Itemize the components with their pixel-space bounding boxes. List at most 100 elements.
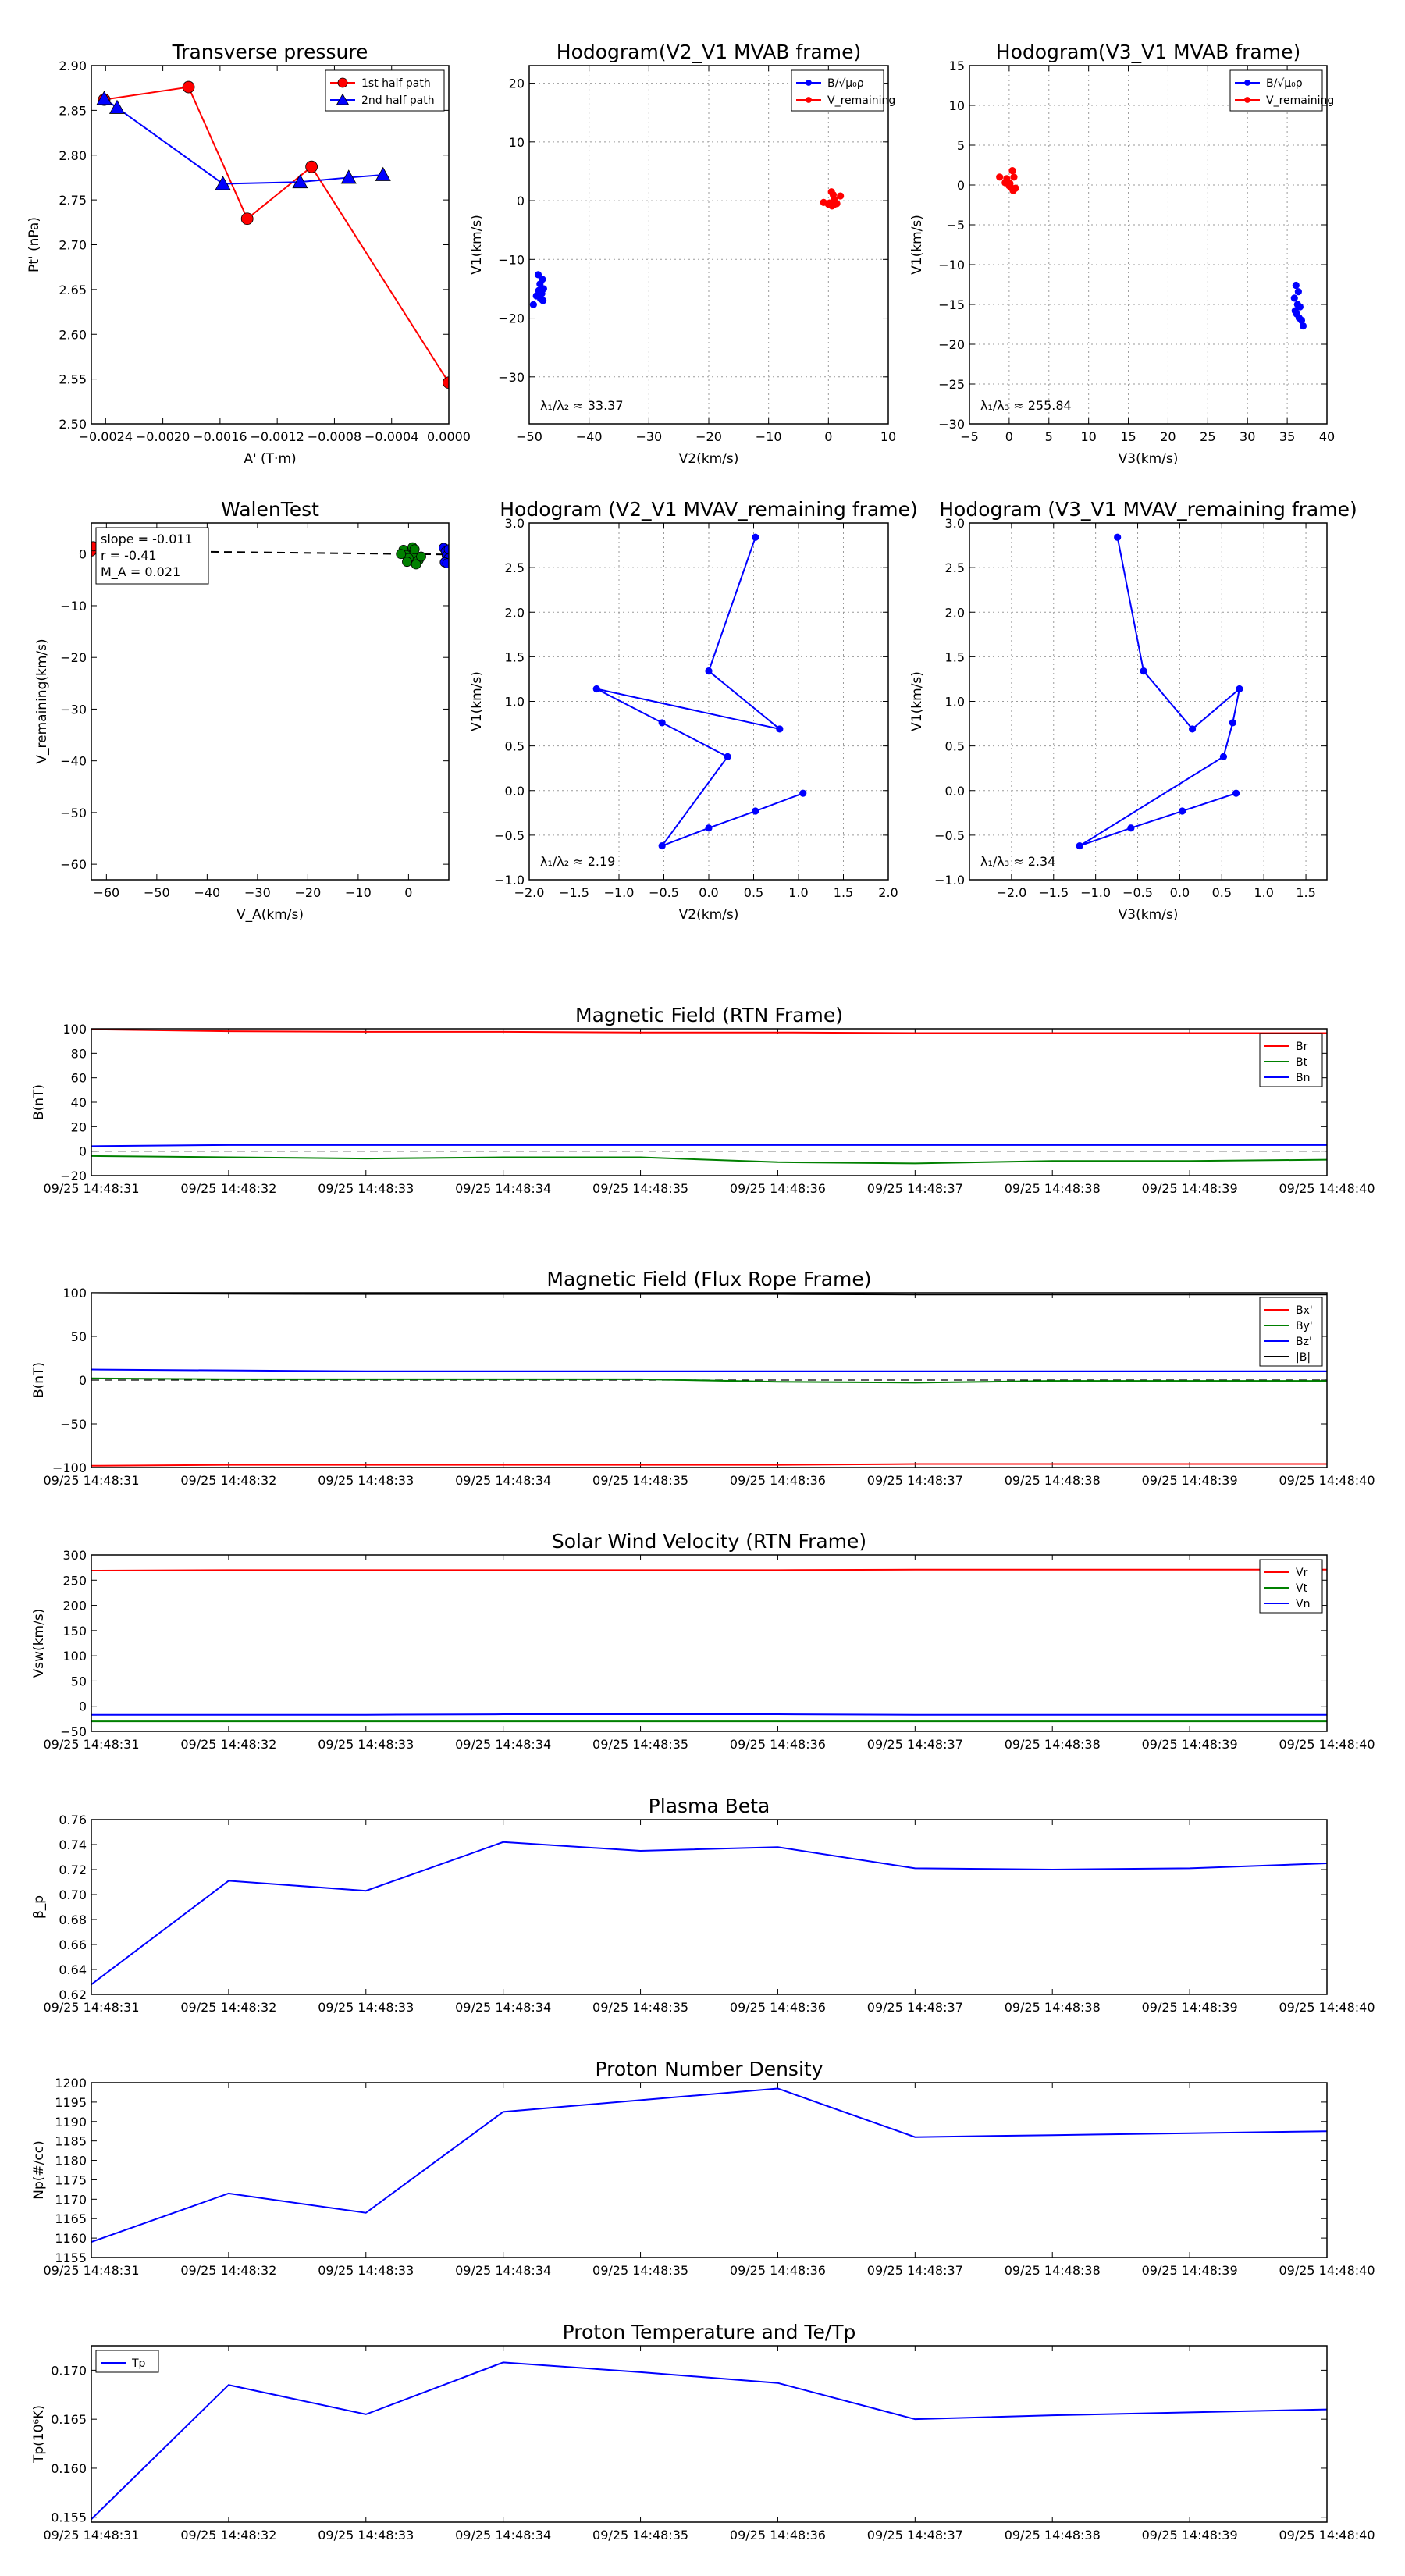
y-tick-label: 300 — [62, 1548, 87, 1563]
plot-frame — [91, 1819, 1328, 1995]
legend-label: V_remaining — [1266, 94, 1334, 107]
x-tick-label: 0 — [404, 885, 412, 900]
y-tick-label: 2.60 — [59, 327, 87, 342]
y-tick-label: 0.165 — [51, 2412, 87, 2427]
data-point — [1188, 725, 1197, 733]
y-tick-label: 0.72 — [59, 1863, 87, 1877]
data-point — [658, 841, 666, 850]
y-axis-label: β_p — [31, 1895, 47, 1919]
plot-frame — [91, 1292, 1328, 1468]
y-tick-label: 80 — [71, 1046, 87, 1061]
data-point — [539, 297, 547, 304]
x-tick-label: 09/25 14:48:32 — [180, 2263, 276, 2278]
data-point — [776, 725, 784, 733]
series-line — [91, 1029, 1327, 1034]
ratio-annotation: λ₁/λ₃ ≈ 2.34 — [980, 854, 1055, 869]
y-tick-label: 1170 — [55, 2192, 87, 2207]
y-tick-label: 2.0 — [505, 605, 525, 620]
legend-line: r = -0.41 — [101, 548, 157, 563]
plot-frame — [91, 1554, 1328, 1732]
y-tick-label: −20 — [498, 311, 525, 326]
y-tick-label: −40 — [60, 754, 87, 769]
legend-label: Bx' — [1296, 1304, 1313, 1317]
x-tick-label: −40 — [576, 429, 603, 444]
y-tick-label: 150 — [62, 1624, 87, 1638]
x-tick-label: 0.5 — [1212, 885, 1232, 900]
x-tick-label: 5 — [1045, 429, 1053, 444]
data-point — [724, 753, 731, 760]
series-line — [91, 1144, 1327, 1147]
legend-label: B/√μ₀ρ — [1266, 77, 1303, 90]
plot-area — [96, 80, 449, 390]
plot-title: Hodogram(V2_V1 MVAB frame) — [557, 41, 861, 63]
plot-area — [91, 1029, 1327, 1165]
x-tick-label: 09/25 14:48:34 — [455, 2000, 551, 2015]
y-tick-label: −30 — [498, 370, 525, 385]
y-tick-label: −10 — [60, 599, 87, 614]
x-tick-label: 09/25 14:48:32 — [180, 2000, 276, 2015]
y-tick-label: 20 — [509, 76, 525, 91]
x-tick-label: −60 — [93, 885, 119, 900]
data-point — [215, 176, 231, 190]
x-tick-label: 09/25 14:48:36 — [730, 2263, 826, 2278]
x-tick-label: −10 — [756, 429, 782, 444]
data-point — [529, 301, 537, 308]
chart-ts2: 09/25 14:48:31 09/25 14:48:32 09/25 14:48:… — [31, 1268, 1375, 1488]
y-tick-label: 0.160 — [51, 2461, 87, 2476]
y-tick-label: −5 — [946, 218, 965, 233]
x-tick-label: −0.0004 — [365, 429, 418, 444]
y-tick-label: 0 — [79, 1373, 87, 1388]
y-tick-label: 0.76 — [59, 1813, 87, 1827]
plot-title: Magnetic Field (Flux Rope Frame) — [546, 1268, 871, 1290]
x-tick-label: 40 — [1319, 429, 1335, 444]
series-line — [91, 1463, 1327, 1467]
data-point — [409, 544, 420, 555]
data-point — [1010, 173, 1018, 181]
y-tick-label: 100 — [62, 1286, 87, 1300]
series-line — [103, 98, 383, 185]
legend-marker — [806, 80, 812, 86]
x-tick-label: 09/25 14:48:35 — [592, 2000, 688, 2015]
x-tick-label: 09/25 14:48:35 — [592, 1473, 688, 1488]
plot-title: WalenTest — [221, 498, 319, 521]
x-tick-label: 09/25 14:48:33 — [318, 2000, 414, 2015]
x-tick-label: 0.5 — [744, 885, 763, 900]
x-tick-label: 0 — [1005, 429, 1013, 444]
legend-label: By' — [1296, 1320, 1313, 1332]
series-line — [91, 2361, 1327, 2520]
y-tick-label: 1195 — [55, 2095, 87, 2110]
y-tick-label: −10 — [938, 258, 965, 272]
legend-label: Bn — [1296, 1072, 1310, 1084]
chart-p2: −50 −40 −30 −20 −10 0 10 −30 −20 −10 0 10 20 Hodogram… — [469, 41, 896, 467]
data-point — [1290, 294, 1298, 302]
legend-box — [1259, 1559, 1323, 1614]
x-tick-label: 09/25 14:48:38 — [1005, 2263, 1101, 2278]
y-axis-label: V1(km/s) — [909, 671, 925, 731]
x-tick-label: 0 — [824, 429, 832, 444]
legend-label: |B| — [1296, 1351, 1311, 1364]
y-tick-label: −60 — [60, 857, 87, 872]
data-point — [416, 551, 426, 562]
x-tick-label: −1.5 — [1038, 885, 1069, 900]
y-tick-label: 1.5 — [945, 649, 965, 664]
x-tick-label: 1.5 — [834, 885, 853, 900]
x-tick-label: 09/25 14:48:40 — [1279, 1181, 1375, 1196]
x-tick-label: −1.0 — [1080, 885, 1111, 900]
legend-line: slope = -0.011 — [101, 532, 193, 546]
x-tick-label: 09/25 14:48:33 — [318, 2528, 414, 2542]
plot-frame — [528, 65, 889, 425]
chart-ts6: 09/25 14:48:31 09/25 14:48:32 09/25 14:48:… — [31, 2321, 1375, 2542]
y-tick-label: 2.5 — [505, 560, 525, 575]
y-tick-label: 2.55 — [59, 372, 87, 387]
x-tick-label: 09/25 14:48:37 — [867, 1473, 963, 1488]
data-point — [305, 160, 318, 173]
x-tick-label: −50 — [516, 429, 542, 444]
y-tick-label: 0 — [517, 194, 525, 208]
x-tick-label: 10 — [1080, 429, 1096, 444]
x-tick-label: 0.0 — [1170, 885, 1190, 900]
x-tick-label: −0.0012 — [250, 429, 304, 444]
plot-frame — [91, 522, 450, 881]
y-tick-label: 1155 — [55, 2250, 87, 2265]
ratio-annotation: λ₁/λ₂ ≈ 2.19 — [540, 854, 615, 869]
x-tick-label: 09/25 14:48:40 — [1279, 1737, 1375, 1752]
